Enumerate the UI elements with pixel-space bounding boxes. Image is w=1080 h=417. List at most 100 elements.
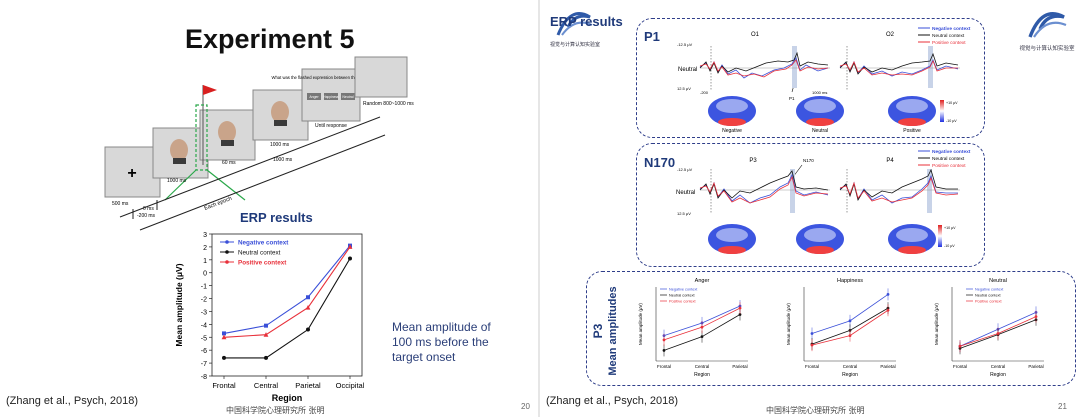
option-happiness: [324, 93, 338, 100]
n170-panel: [636, 143, 985, 267]
n170-topo-neutral-hot: [806, 246, 834, 254]
p3-x-tick-label: Frontal: [657, 364, 671, 369]
p3-legend-label: Neutral context: [669, 294, 695, 298]
data-point: [222, 331, 226, 336]
p3-data-point: [810, 343, 814, 347]
x-tick-label: Central: [254, 381, 279, 390]
data-point: [222, 355, 226, 360]
slide-left: Experiment 5 + What was the flashed expr…: [0, 0, 538, 417]
p3-x-tick-label: Parietal: [1028, 364, 1043, 369]
n170-scale-bottom: -10 μV: [944, 244, 955, 248]
legend-marker-1: [225, 250, 229, 254]
p3-y-label: Mean amplitude (μV): [934, 303, 939, 345]
p1-ybottom-label: 12.5 μV: [677, 86, 691, 91]
p3-data-point: [996, 332, 1000, 335]
p3-data-point: [662, 338, 666, 342]
label-random: Random 800~1000 ms: [363, 101, 414, 107]
slide-right: 视觉与计算认知实验室 视觉与计算认知实验室 ERP results P1 O1 …: [540, 0, 1080, 417]
p1-topo-label-negative: Negative: [722, 128, 742, 134]
data-point: [221, 334, 227, 340]
p3-data-point: [848, 319, 852, 323]
p3-data-point: [738, 313, 742, 316]
legend-label-0: Negative context: [238, 240, 289, 247]
x-tick-label: Occipital: [336, 381, 365, 390]
blank-screen: [354, 56, 408, 98]
logo-swoosh-icon-right: [1028, 12, 1065, 38]
n170-p3-label: P3: [749, 158, 757, 164]
p1-window-right: [928, 46, 933, 88]
p1-x-start: -200: [700, 90, 709, 95]
n170-legend-neutral: Neutral context: [932, 156, 965, 162]
p1-legend-positive: Positive context: [932, 40, 966, 46]
label-1000ms-b: 1000 ms: [270, 142, 290, 148]
p3-legend-label: Negative context: [669, 288, 698, 292]
data-point: [264, 323, 268, 328]
n170-neutral-label: Neutral: [676, 190, 695, 196]
n170-topo-positive-hot: [898, 246, 926, 254]
p3-panel-title: Neutral: [989, 278, 1007, 284]
p3-legend-label: Negative context: [975, 288, 1004, 292]
footer-right: 中国科学院心理研究所 张明: [766, 406, 865, 415]
p1-tag: P1: [644, 29, 660, 44]
logo-swoosh-2-icon-right: [1033, 21, 1067, 38]
p1-topo-positive-hot: [898, 118, 926, 126]
p1-panel: [636, 18, 985, 138]
p1-topo-negative-hot: [718, 118, 746, 126]
n170-scale-top: +10 μV: [944, 226, 956, 230]
p1-x-end: 1000 ms: [812, 90, 827, 95]
erp-results-title-right: ERP results: [550, 14, 623, 29]
p3-x-tick-label: Parietal: [880, 364, 895, 369]
p3-x-tick-label: Central: [843, 364, 858, 369]
p3-x-tick-label: Frontal: [805, 364, 819, 369]
p3-legend-label: Neutral context: [975, 294, 1001, 298]
slide-title: Experiment 5: [185, 24, 355, 54]
timeline: [119, 116, 381, 218]
n170-topo-positive-inner: [896, 228, 928, 242]
p3-data-point: [886, 293, 890, 296]
p1-o1-label: O1: [751, 32, 760, 38]
n170-wave-positive-left: [699, 175, 829, 204]
p3-panel: [586, 271, 1076, 386]
p1-topo-label-neutral: Neutral: [812, 128, 828, 134]
n170-p4-label: P4: [886, 158, 894, 164]
highlight-connector-2: [164, 169, 197, 201]
fixation-cross: +: [127, 165, 136, 182]
p3-data-point: [738, 306, 742, 310]
p3-data-point: [662, 349, 666, 352]
p1-scale-top: +10 μV: [946, 101, 958, 105]
y-tick-label: 3: [203, 232, 207, 239]
data-point: [348, 256, 352, 261]
y-tick-label: -3: [201, 309, 207, 316]
y-tick-label: 0: [203, 271, 207, 278]
data-point: [306, 327, 310, 332]
n170-wave-neutral-right: [839, 168, 958, 202]
label-each-epoch: Each epoch: [204, 196, 233, 212]
y-tick-label: -5: [201, 335, 207, 342]
target-highlight: [195, 104, 208, 171]
series-line-2: [223, 246, 351, 338]
p1-wave-positive-right: [839, 60, 958, 76]
p1-waveform-figure: O1 O2 -12.5 μV 12.5 μV Neutral -200 1000…: [677, 26, 971, 134]
p3-y-label: Mean amplitude (μV): [638, 303, 643, 345]
p1-peak-label: P1: [789, 96, 795, 101]
n170-topo-negative-inner: [716, 228, 748, 242]
option-happiness-label: Happiness: [323, 95, 338, 99]
face-shoulders-3: [274, 120, 287, 126]
y-tick-label: -1: [201, 284, 207, 291]
n170-window-left: [790, 169, 795, 213]
p3-ylabel: Mean amplitudes: [607, 286, 619, 375]
p3-x-label: Region: [842, 372, 858, 378]
n170-ybottom-label: 12.5 μV: [677, 211, 691, 216]
y-tick-label: -7: [201, 361, 207, 368]
label-500ms: 500 ms: [112, 201, 129, 207]
p3-data-point: [848, 334, 852, 338]
p1-wave-neutral-left: [699, 51, 829, 74]
x-tick-label: Frontal: [212, 381, 236, 390]
question-text: What was the flashed expression between …: [272, 75, 392, 80]
face-image-1: [170, 139, 188, 161]
p1-topo-positive-inner: [896, 99, 928, 113]
y-tick-label: -4: [201, 322, 207, 329]
n170-colorbar: [938, 225, 942, 247]
p1-wave-neutral-right: [839, 52, 959, 75]
p3-data-point: [700, 325, 704, 329]
